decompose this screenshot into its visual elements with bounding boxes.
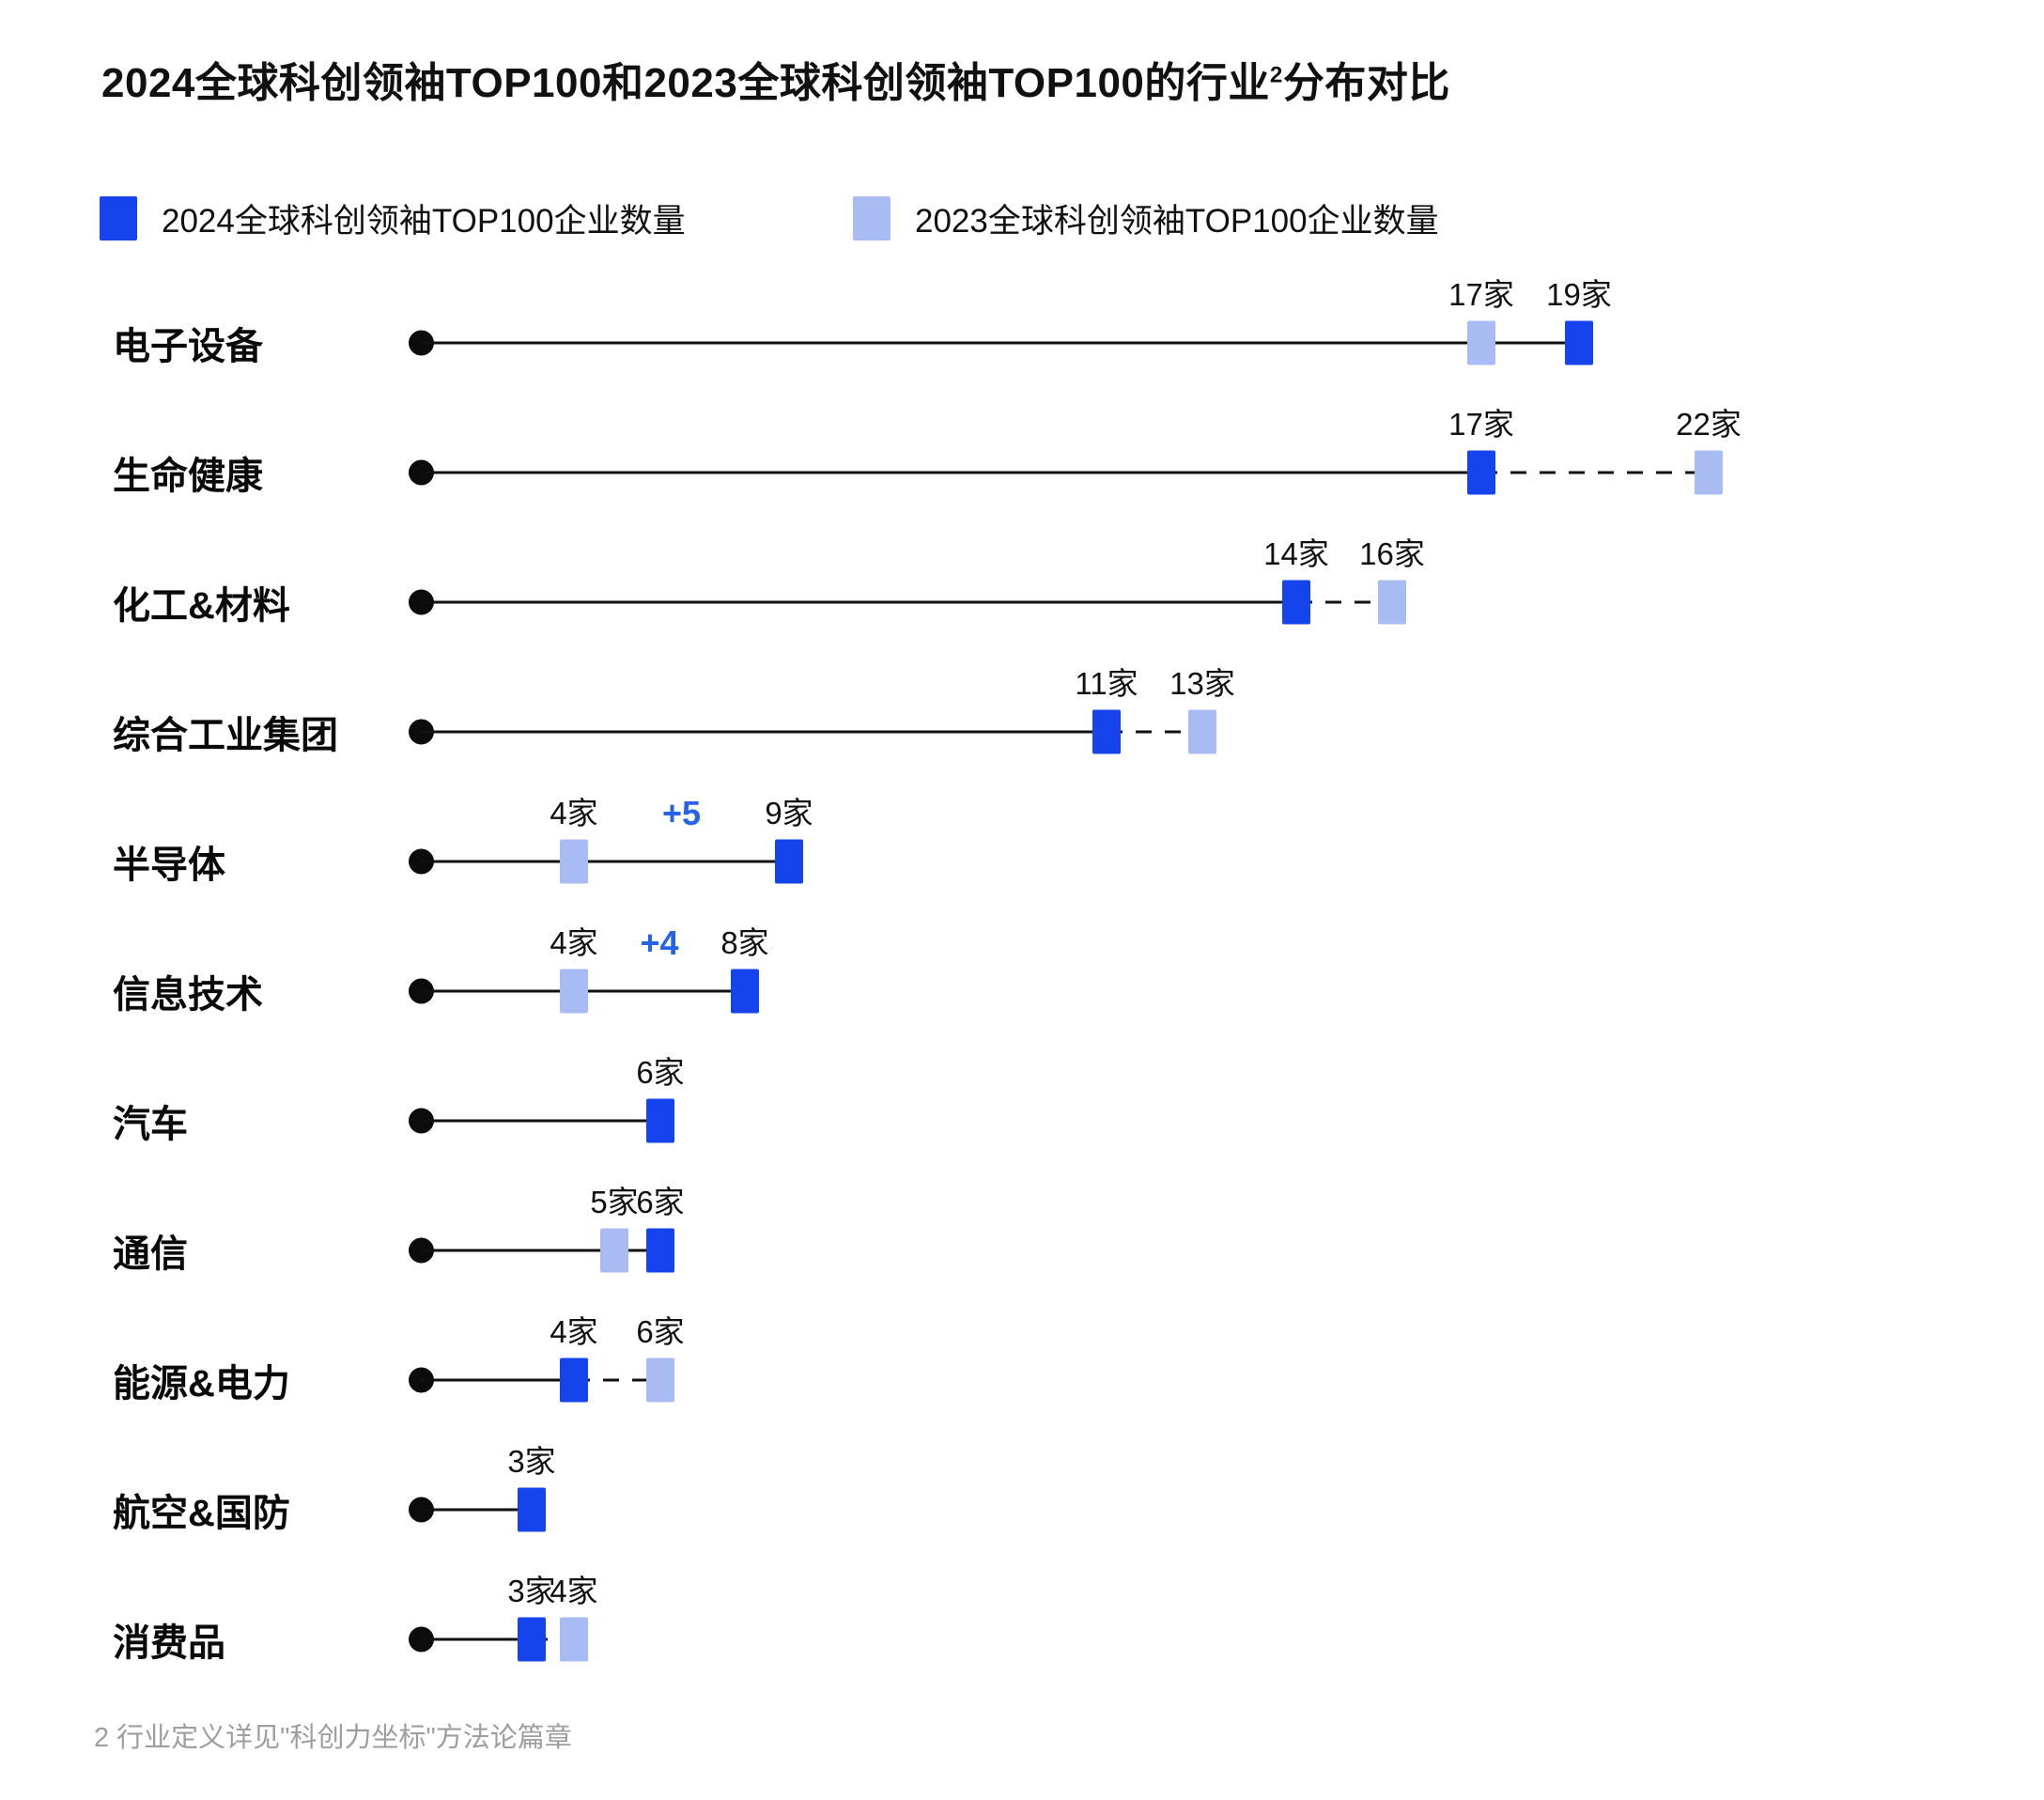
value-label-2024: 3家 xyxy=(507,1444,556,1479)
marker-2023 xyxy=(560,969,588,1014)
value-label-2023: 4家 xyxy=(550,1574,598,1608)
connector-line-dashed xyxy=(1296,600,1392,604)
marker-2023 xyxy=(600,1228,628,1273)
delta-annotation: +5 xyxy=(661,794,702,832)
legend-item-2023: 2023全球科创领袖TOP100企业数量 xyxy=(853,195,1439,241)
value-label-2024: 6家 xyxy=(636,1185,685,1219)
value-label-2023: 16家 xyxy=(1359,536,1425,571)
connector-line-solid xyxy=(421,1119,660,1123)
legend-swatch-2024 xyxy=(100,195,137,241)
chart-row-综合工业集团: 综合工业集团 13家 11家 xyxy=(0,666,2044,797)
value-label-2023: 5家 xyxy=(590,1185,639,1219)
category-label: 能源&电力 xyxy=(113,1363,290,1404)
category-label: 汽车 xyxy=(113,1104,188,1145)
connector-line-solid xyxy=(421,860,789,863)
marker-2023 xyxy=(560,1617,588,1662)
marker-2024 xyxy=(1565,320,1593,365)
marker-2023 xyxy=(1188,709,1216,754)
chart-row-消费品: 消费品 4家 3家 xyxy=(0,1574,2044,1704)
value-label-2024: 8家 xyxy=(720,925,769,960)
marker-2024 xyxy=(518,1617,546,1662)
connector-line-dashed xyxy=(574,1378,660,1382)
value-label-2023: 4家 xyxy=(550,925,598,960)
value-label-2023: 17家 xyxy=(1448,277,1514,312)
marker-2024 xyxy=(518,1487,546,1532)
category-label: 半导体 xyxy=(113,845,225,886)
chart-row-电子设备: 电子设备 17家 19家 xyxy=(0,277,2044,408)
marker-2024 xyxy=(731,969,759,1014)
connector-line-solid xyxy=(421,1378,574,1382)
connector-line-solid xyxy=(421,341,1579,345)
category-label: 信息技术 xyxy=(113,974,263,1016)
value-label-2024: 6家 xyxy=(636,1055,685,1090)
value-label-2024: 11家 xyxy=(1075,666,1138,701)
category-label: 电子设备 xyxy=(113,326,263,367)
chart-row-生命健康: 生命健康 22家 17家 xyxy=(0,407,2044,537)
legend-label-2023: 2023全球科创领袖TOP100企业数量 xyxy=(915,202,1439,240)
chart-row-通信: 通信 5家 6家 xyxy=(0,1185,2044,1315)
connector-line-solid xyxy=(421,730,1107,734)
category-label: 航空&国防 xyxy=(113,1493,290,1534)
value-label-2024: 17家 xyxy=(1448,407,1514,442)
connector-line-solid xyxy=(421,1249,660,1252)
connector-line-solid xyxy=(421,471,1481,474)
connector-line-solid xyxy=(421,1508,532,1512)
value-label-2024: 19家 xyxy=(1546,277,1612,312)
category-label: 综合工业集团 xyxy=(113,715,338,756)
marker-2023 xyxy=(1695,450,1723,495)
chart-row-半导体: 半导体 4家 9家 +5 xyxy=(0,794,2044,926)
marker-2024 xyxy=(775,839,803,884)
legend-item-2024: 2024全球科创领袖TOP100企业数量 xyxy=(100,195,686,241)
connector-line-dashed xyxy=(532,1637,574,1641)
marker-2024 xyxy=(646,1098,674,1143)
marker-2024 xyxy=(560,1358,588,1403)
value-label-2023: 4家 xyxy=(550,796,598,830)
legend-swatch-2023 xyxy=(853,195,890,241)
delta-annotation: +4 xyxy=(640,923,679,962)
chart-title-superscript: 2 xyxy=(1269,62,1283,88)
chart-row-汽车: 汽车 6家 xyxy=(0,1055,2044,1186)
chart-title-text: 2024全球科创领袖TOP100和2023全球科创领袖TOP100的行业 xyxy=(101,60,1270,106)
value-label-2024: 4家 xyxy=(550,1314,598,1349)
connector-line-dashed xyxy=(1107,730,1202,734)
chart-row-信息技术: 信息技术 4家 8家 +4 xyxy=(0,923,2044,1056)
chart-row-化工&材料: 化工&材料 16家 14家 xyxy=(0,536,2044,667)
chart-title: 2024全球科创领袖TOP100和2023全球科创领袖TOP100的行业2分布对… xyxy=(101,49,1450,109)
connector-line-dashed xyxy=(1481,471,1709,474)
value-label-2024: 3家 xyxy=(507,1574,556,1608)
category-label: 化工&材料 xyxy=(113,585,290,627)
chart-row-能源&电力: 能源&电力 6家 4家 xyxy=(0,1314,2044,1445)
marker-2024 xyxy=(1282,580,1310,625)
chart-row-航空&国防: 航空&国防 3家 xyxy=(0,1444,2044,1575)
value-label-2024: 14家 xyxy=(1263,536,1329,571)
chart-title-suffix: 分布对比 xyxy=(1282,60,1450,106)
category-label: 消费品 xyxy=(113,1622,225,1664)
value-label-2023: 13家 xyxy=(1169,666,1235,701)
marker-2023 xyxy=(560,839,588,884)
value-label-2023: 6家 xyxy=(636,1314,685,1349)
marker-2023 xyxy=(646,1358,674,1403)
marker-2023 xyxy=(1378,580,1406,625)
marker-2024 xyxy=(1467,450,1495,495)
marker-2023 xyxy=(1467,320,1495,365)
marker-2024 xyxy=(646,1228,674,1273)
connector-line-solid xyxy=(421,600,1296,604)
connector-line-solid xyxy=(421,1637,532,1641)
marker-2024 xyxy=(1092,709,1121,754)
legend-label-2024: 2024全球科创领袖TOP100企业数量 xyxy=(162,202,686,240)
value-label-2023: 22家 xyxy=(1676,407,1742,442)
value-label-2024: 9家 xyxy=(765,796,813,830)
category-label: 通信 xyxy=(113,1234,188,1275)
category-label: 生命健康 xyxy=(113,456,263,497)
footnote: 2 行业定义详见"科创力坐标"方法论篇章 xyxy=(94,1723,572,1753)
